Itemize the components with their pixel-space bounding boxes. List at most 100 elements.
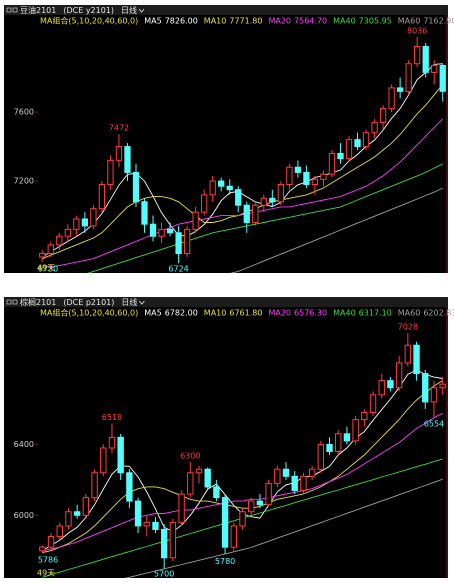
legend-value: 6202.83 <box>423 309 454 318</box>
candle-body <box>117 436 124 474</box>
candle-body <box>286 166 293 186</box>
candle-body <box>91 472 98 499</box>
candle-body <box>187 472 194 495</box>
legend-value: 6576.30 <box>294 309 327 318</box>
candle-body <box>108 436 116 449</box>
candle-body <box>39 253 46 258</box>
legend-name: MA20 <box>268 17 291 26</box>
candle-body <box>160 528 168 559</box>
candle-body <box>213 486 220 499</box>
candle-body <box>430 387 438 403</box>
y-tick-label: 7600 <box>14 108 34 117</box>
low-label: 5780 <box>215 557 235 566</box>
candle-body <box>39 546 46 552</box>
ma-line <box>42 118 444 268</box>
period-dropdown <box>138 8 145 13</box>
candle-body <box>291 475 298 491</box>
candle-body <box>405 63 412 92</box>
candle-body <box>248 500 255 513</box>
ma-line <box>42 412 443 552</box>
candle-body <box>81 218 89 227</box>
candle-body <box>124 146 131 173</box>
candle-body <box>371 121 378 134</box>
legend-value: 6761.80 <box>229 309 262 318</box>
low-label: 6554 <box>424 420 444 429</box>
candle-body <box>387 380 394 389</box>
candle-body <box>303 171 310 186</box>
legend-value: 7771.80 <box>229 17 262 26</box>
legend-name: MA5 <box>144 309 161 318</box>
header-bar <box>4 5 448 15</box>
period-label: 49天 <box>37 264 55 273</box>
legend-value: 7162.90 <box>423 17 454 26</box>
candle-body <box>221 497 229 548</box>
candle-body <box>388 87 395 110</box>
candle-body <box>265 482 272 506</box>
candle-body <box>422 373 429 403</box>
candle-body <box>195 468 203 474</box>
candle-body <box>143 521 150 527</box>
header-code: (DCE p2101) <box>63 298 114 307</box>
candle-body <box>218 180 225 187</box>
candle-body <box>362 132 370 148</box>
candle-body <box>439 383 446 389</box>
candle-body <box>64 228 71 237</box>
candle-body <box>192 211 199 230</box>
candle-body <box>141 201 148 225</box>
legend-value: 6317.10 <box>359 309 392 318</box>
y-tick-label: 7200 <box>14 177 34 186</box>
legend-name: MA40 <box>333 17 356 26</box>
legend-name: MA5 <box>144 17 161 26</box>
legend-name: MA40 <box>333 309 356 318</box>
candle-body <box>132 171 140 203</box>
header-icon <box>12 299 18 305</box>
header-icon <box>6 7 12 13</box>
legend-name: MA10 <box>204 309 227 318</box>
candle-body <box>345 139 353 160</box>
candle-body <box>260 197 267 206</box>
low-label: 5786 <box>38 556 58 565</box>
legend-value: 7826.00 <box>165 17 198 26</box>
candle-body <box>183 228 191 255</box>
legend-value: 7305.95 <box>359 17 392 26</box>
candle-body <box>204 468 211 488</box>
candle-body <box>396 87 404 92</box>
candle-body <box>256 500 264 506</box>
legend-name: MA20 <box>268 309 291 318</box>
candle-body <box>308 468 316 477</box>
candle-body <box>158 228 165 237</box>
high-label: 6518 <box>102 413 122 422</box>
candle-body <box>90 208 97 227</box>
low-label: 6730 <box>38 265 58 274</box>
candle-body <box>56 525 63 538</box>
ma-line <box>124 478 443 578</box>
high-label: 8036 <box>407 26 427 35</box>
candle-body <box>422 45 429 73</box>
candle-body <box>166 228 174 234</box>
candle-body <box>243 204 250 223</box>
candle-body <box>343 433 351 442</box>
header-period: 日线 <box>121 297 137 307</box>
candle-body <box>115 146 123 161</box>
legend-value: 7564.70 <box>294 17 327 26</box>
candle-body <box>369 394 377 414</box>
candle-body <box>201 194 208 213</box>
candle-body <box>311 178 319 186</box>
ma-line <box>229 187 443 273</box>
candle-body <box>230 525 237 548</box>
candle-body <box>178 493 185 523</box>
y-tick-label: 6400 <box>14 440 34 449</box>
header-symbol: 棕榈2101 <box>20 297 56 307</box>
ma-group: MA组合(5,10,20,40,60,0) <box>40 308 138 318</box>
candle-body <box>98 184 106 210</box>
candle-body <box>294 166 302 173</box>
candle-body <box>352 419 359 442</box>
legend-value: 6782.00 <box>165 309 198 318</box>
candle-body <box>47 536 55 548</box>
ma-line <box>87 163 443 273</box>
candle-body <box>56 235 63 246</box>
candle-body <box>320 173 327 180</box>
candle-body <box>269 197 276 203</box>
header-bar <box>4 297 448 307</box>
